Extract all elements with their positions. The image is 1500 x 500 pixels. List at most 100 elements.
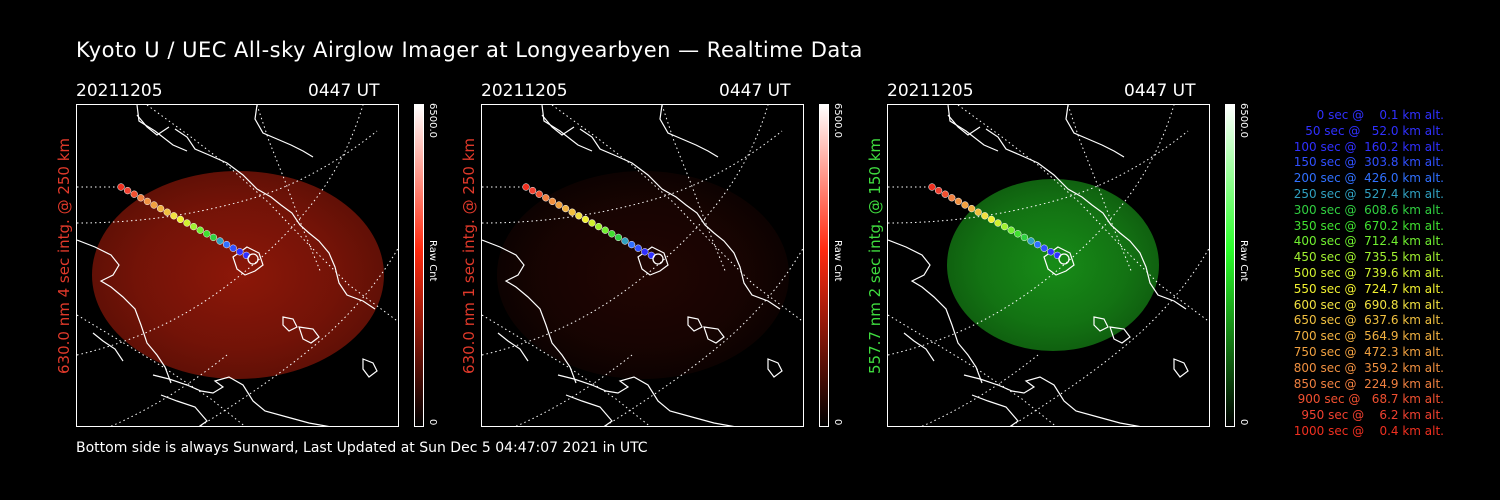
- trajectory-point: [247, 253, 259, 265]
- map-graticule: [146, 105, 398, 323]
- panel-1-time: 0447 UT: [308, 81, 380, 101]
- coastline: [557, 374, 735, 426]
- panel-3-date: 20211205: [887, 81, 974, 101]
- coastline: [174, 128, 376, 310]
- trajectory-point: [548, 197, 557, 206]
- trajectory-point: [156, 204, 165, 213]
- airglow-disk: [947, 179, 1159, 351]
- panel-2-date: 20211205: [481, 81, 568, 101]
- coastline: [888, 239, 983, 384]
- coastline: [985, 128, 1187, 310]
- panel-2-time: 0447 UT: [719, 81, 791, 101]
- map-graticule: [1067, 105, 1133, 274]
- coastline: [1173, 358, 1189, 378]
- map-graticule: [77, 314, 246, 426]
- trajectory-point: [581, 215, 590, 224]
- coastline: [92, 332, 124, 362]
- coastline: [136, 114, 170, 136]
- coastline: [541, 105, 593, 152]
- legend-entry: 850 sec @ 224.9 km alt.: [1289, 376, 1444, 391]
- trajectory-point: [641, 248, 649, 256]
- trajectory-point: [163, 208, 171, 216]
- trajectory-point: [601, 226, 609, 234]
- coastline: [160, 394, 208, 426]
- trajectory-point: [954, 197, 963, 206]
- coastline: [963, 374, 1141, 426]
- trajectory-point: [594, 222, 603, 231]
- legend-entry: 350 sec @ 670.2 km alt.: [1289, 218, 1444, 233]
- coastline: [541, 114, 575, 136]
- coastline: [362, 358, 378, 378]
- trajectory-point: [555, 201, 563, 209]
- panel-1-image: [76, 104, 399, 427]
- trajectory-point: [634, 244, 642, 252]
- map-graticule: [199, 247, 398, 426]
- map-graticule: [921, 354, 1039, 426]
- legend-entry: 500 sec @ 739.6 km alt.: [1289, 265, 1444, 280]
- panel-2-cbar-min: 0: [832, 419, 843, 426]
- map-graticule: [482, 314, 651, 426]
- map-graticule: [1010, 247, 1209, 426]
- legend-entry: 300 sec @ 608.6 km alt.: [1289, 202, 1444, 217]
- legend-entry: 100 sec @ 160.2 km alt.: [1289, 139, 1444, 154]
- panel-1-date: 20211205: [76, 81, 163, 101]
- legend-entry: 1000 sec @ 0.4 km alt.: [1293, 423, 1444, 438]
- trajectory-point: [608, 230, 616, 238]
- legend-entry: 200 sec @ 426.0 km alt.: [1289, 171, 1444, 186]
- coastline: [232, 246, 264, 276]
- trajectory-point: [627, 240, 636, 249]
- legend-entry: 450 sec @ 735.5 km alt.: [1289, 250, 1444, 265]
- panel-2-cbar-max: 6500.0: [832, 103, 843, 138]
- map-graticule: [888, 105, 1175, 356]
- coastline: [1109, 326, 1131, 344]
- panel-3-image: [887, 104, 1210, 427]
- map-graticule: [604, 247, 803, 426]
- panel-1-cbar-unit: Raw Cnt: [427, 240, 438, 282]
- panel-3-side-label: 557.7 nm 2 sec intg. @ 150 km: [866, 137, 884, 374]
- legend-entry: 150 sec @ 303.8 km alt.: [1289, 155, 1444, 170]
- trajectory-point: [150, 201, 158, 209]
- panel-3-cbar-min: 0: [1238, 419, 1249, 426]
- coastline: [659, 105, 719, 158]
- trajectory-point: [588, 219, 596, 227]
- coastline: [687, 316, 703, 332]
- coastline: [1043, 246, 1075, 276]
- trajectory-point: [170, 212, 178, 220]
- trajectory-point: [117, 183, 125, 191]
- trajectory-point: [522, 183, 530, 191]
- trajectory-point: [987, 215, 996, 224]
- legend-entry: 700 sec @ 564.9 km alt.: [1289, 329, 1444, 344]
- trajectory-point: [137, 194, 145, 202]
- panel-2-map: [482, 105, 803, 426]
- trajectory-point: [1014, 230, 1022, 238]
- trajectory-point: [189, 222, 198, 231]
- map-graticule: [661, 105, 727, 274]
- map-graticule: [888, 314, 1057, 426]
- coastline: [565, 394, 613, 426]
- trajectory-point: [1007, 226, 1015, 234]
- legend-entry: 550 sec @ 724.7 km alt.: [1289, 281, 1444, 296]
- trajectory-point: [1058, 253, 1070, 265]
- coastline: [579, 128, 781, 310]
- panel-1-cbar-min: 0: [427, 419, 438, 426]
- trajectory-point: [561, 204, 570, 213]
- panel-3-colorbar: [1225, 104, 1235, 427]
- coastline: [298, 326, 320, 344]
- map-graticule: [256, 105, 322, 274]
- panel-3-cbar-max: 6500.0: [1238, 103, 1249, 138]
- trajectory-point: [981, 212, 989, 220]
- trajectory-point: [1027, 237, 1035, 245]
- trajectory-point: [621, 237, 629, 245]
- coastline: [947, 105, 999, 152]
- coastline: [77, 239, 172, 384]
- panel-2-image: [481, 104, 804, 427]
- trajectory-point: [1020, 233, 1029, 242]
- trajectory-point: [928, 183, 936, 191]
- trajectory-point: [196, 226, 204, 234]
- panel-2-cbar-unit: Raw Cnt: [832, 240, 843, 282]
- trajectory-point: [967, 204, 976, 213]
- coastline: [1065, 105, 1125, 158]
- trajectory-point: [575, 212, 583, 220]
- footer-note: Bottom side is always Sunward, Last Upda…: [76, 440, 648, 456]
- trajectory-point: [614, 233, 623, 242]
